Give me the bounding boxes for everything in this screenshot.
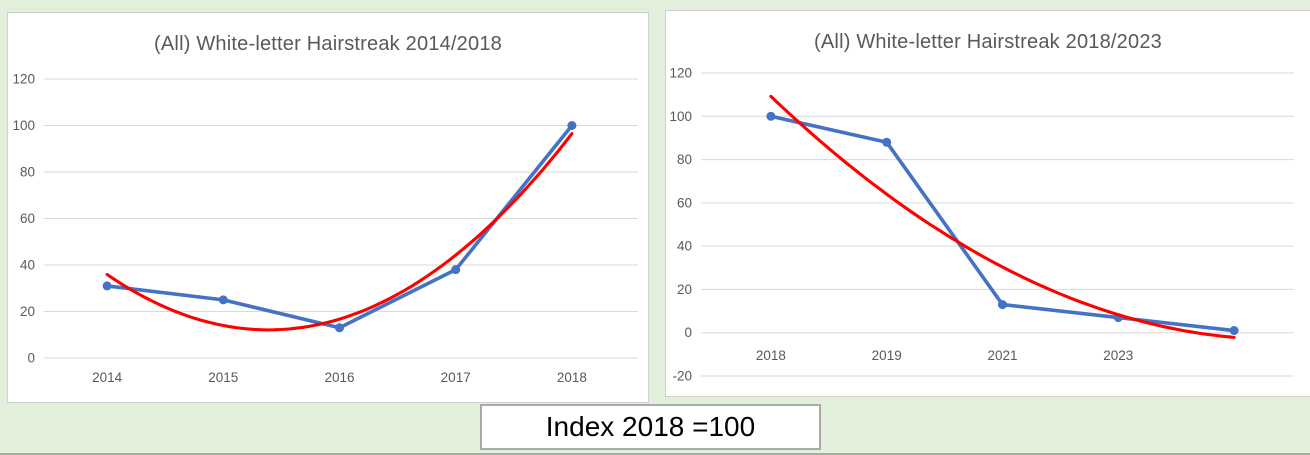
x-axis-tick-label: 2014 (92, 370, 123, 385)
y-axis-tick-label: -20 (672, 369, 692, 384)
y-axis-tick-label: 120 (669, 66, 692, 81)
chart-panel-2018-2023[interactable]: -20 0 20 40 60 80 100 120 2018 2019 2021 2023 (All)… (665, 10, 1310, 397)
x-axis-tick-label: 2017 (441, 370, 471, 385)
x-axis-tick-label: 2021 (987, 348, 1017, 363)
data-point-marker (998, 300, 1007, 310)
y-axis-tick-label: 40 (20, 258, 35, 273)
index-note-text: Index 2018 =100 (545, 411, 756, 442)
trendline (769, 94, 1236, 339)
x-axis-tick-label: 2016 (324, 370, 354, 385)
y-axis-tick-label: 60 (677, 195, 692, 210)
index-series-line (105, 123, 574, 330)
trendline (105, 132, 574, 332)
y-axis-tick-label: 120 (12, 72, 35, 87)
x-axis-tick-label: 2023 (1103, 348, 1133, 363)
y-axis-tick-label: 20 (20, 304, 35, 319)
data-point-marker (1229, 326, 1239, 336)
chart-panel-2014-2018[interactable]: 0 20 40 60 80 100 120 2014 2015 2016 2017 2018 (All… (7, 12, 649, 403)
x-axis-tick-label: 2015 (208, 370, 238, 385)
y-axis-tick-label: 80 (20, 165, 35, 180)
line-chart-2014-2018: 0 20 40 60 80 100 120 2014 2015 2016 2017 2018 (12, 72, 638, 385)
data-point-marker (218, 295, 228, 305)
data-point-marker (567, 121, 577, 130)
chart-title-2014-2018: (All) White-letter Hairstreak 2014/2018 (154, 33, 502, 55)
data-point-marker (335, 323, 344, 333)
x-axis-tick-label: 2018 (557, 370, 587, 385)
x-axis-tick-label: 2019 (872, 348, 902, 363)
index-series-line (769, 114, 1236, 333)
line-chart-2018-2023: -20 0 20 40 60 80 100 120 2018 2019 2021 2023 (669, 66, 1294, 384)
y-axis-tick-label: 100 (12, 118, 35, 133)
y-axis-tick-label: 20 (677, 282, 692, 297)
y-axis-tick-label: 100 (669, 109, 692, 124)
y-axis-tick-label: 0 (27, 351, 35, 366)
window-bottom-edge (0, 453, 1310, 455)
y-axis-tick-label: 80 (677, 152, 692, 167)
index-note-box[interactable]: Index 2018 =100 (480, 404, 821, 450)
x-axis-tick-label: 2018 (756, 348, 786, 363)
data-point-marker (766, 111, 776, 121)
y-axis-tick-label: 0 (684, 325, 692, 340)
data-point-marker (102, 281, 112, 291)
data-point-marker (882, 137, 892, 147)
data-point-marker (451, 265, 461, 275)
chart-title-2018-2023: (All) White-letter Hairstreak 2018/2023 (814, 31, 1162, 53)
y-axis-tick-label: 40 (677, 239, 692, 254)
y-axis-tick-label: 60 (20, 211, 35, 226)
